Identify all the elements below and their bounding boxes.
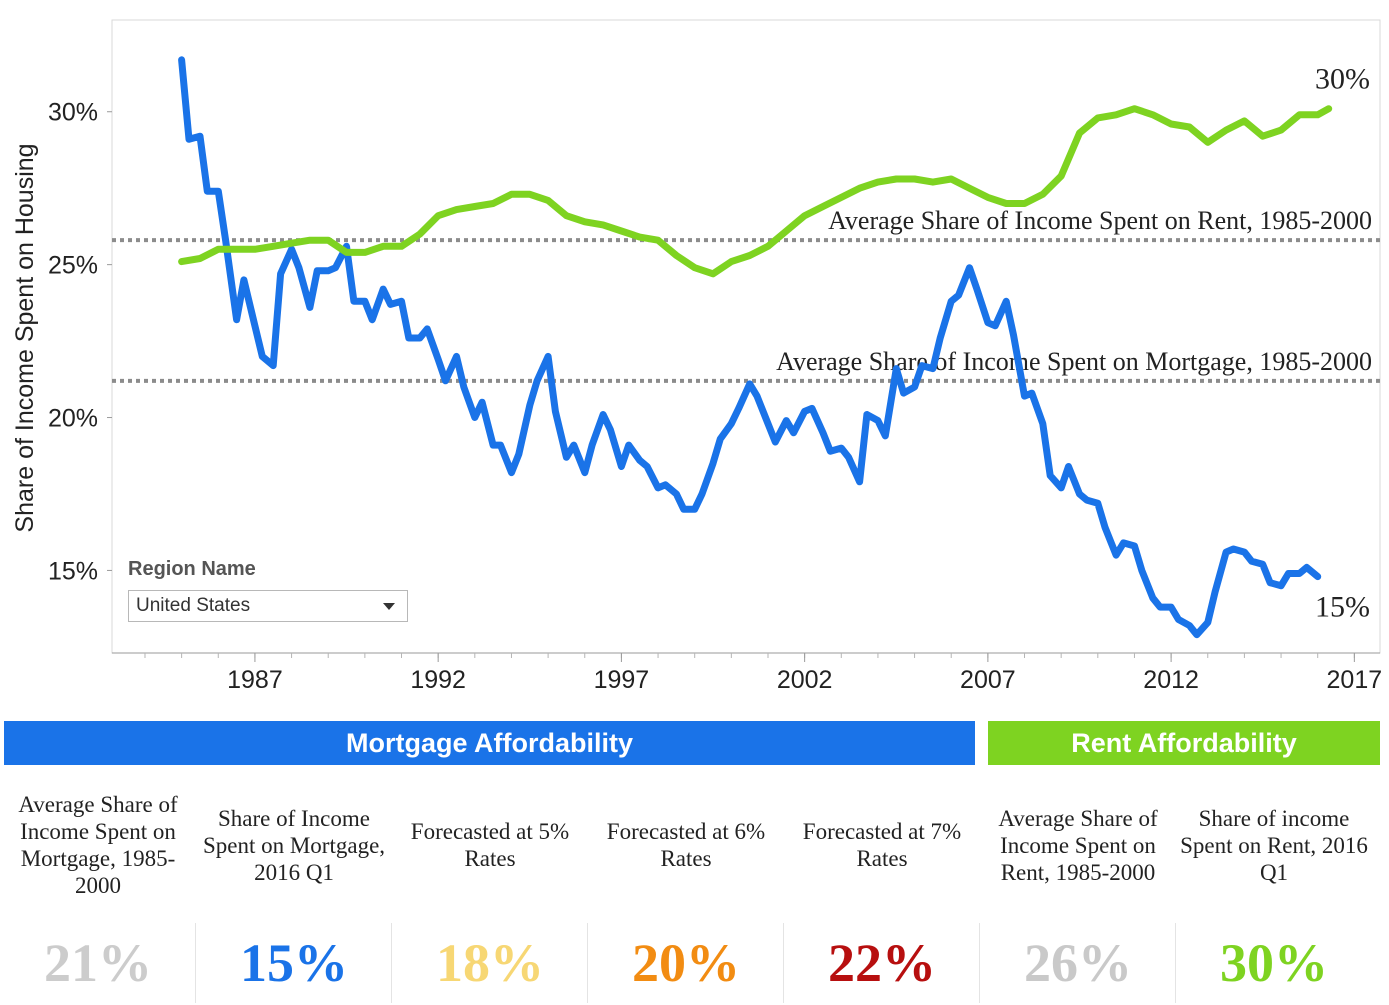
series-line-rent xyxy=(178,105,1333,278)
region-filter-title: Region Name xyxy=(128,558,256,580)
kpi-value: 18% xyxy=(436,933,544,993)
series-line-mortgage xyxy=(178,56,1322,639)
kpi-forecast-5: Forecasted at 5% Rates 18% xyxy=(392,780,588,1005)
kpi-divider xyxy=(587,923,588,1003)
kpi-avg-rent: Average Share of Income Spent on Rent, 1… xyxy=(980,780,1176,1005)
kpi-label: Average Share of Income Spent on Mortgag… xyxy=(18,792,178,898)
kpi-label: Share of Income Spent on Mortgage, 2016 … xyxy=(202,805,386,885)
x-tick-label: 2017 xyxy=(1327,666,1383,694)
kpi-rent-2016: Share of income Spent on Rent, 2016 Q1 3… xyxy=(1176,780,1372,1005)
x-tick-label: 1987 xyxy=(227,666,283,694)
region-filter: Region Name United States xyxy=(128,558,418,622)
kpi-value: 21% xyxy=(44,933,152,993)
x-tick-label: 1997 xyxy=(594,666,650,694)
x-tick-label: 2002 xyxy=(777,666,833,694)
y-axis-label: Share of Income Spent on Housing xyxy=(11,143,39,532)
kpi-label: Average Share of Income Spent on Rent, 1… xyxy=(998,805,1158,885)
end-label-rent: 30% xyxy=(1315,63,1370,96)
kpi-divider xyxy=(391,923,392,1003)
y-axis-ticks: 15% 20% 25% 30% xyxy=(48,99,112,585)
kpi-divider xyxy=(1175,923,1176,1003)
kpi-label: Forecasted at 5% Rates xyxy=(410,819,570,871)
kpi-value: 26% xyxy=(1024,933,1132,993)
kpi-value: 15% xyxy=(240,933,348,993)
kpi-divider xyxy=(979,923,980,1003)
y-tick-label: 25% xyxy=(48,252,98,280)
rent-affordability-banner: Rent Affordability xyxy=(988,721,1380,765)
x-minor-ticks xyxy=(144,653,1355,658)
kpi-label: Forecasted at 6% Rates xyxy=(606,819,766,871)
reference-line-label: Average Share of Income Spent on Rent, 1… xyxy=(828,206,1372,235)
y-tick-label: 30% xyxy=(48,99,98,127)
kpi-label: Share of income Spent on Rent, 2016 Q1 xyxy=(1180,805,1368,885)
kpi-value: 20% xyxy=(632,933,740,993)
kpi-mortgage-2016: Share of Income Spent on Mortgage, 2016 … xyxy=(196,780,392,1005)
region-dropdown-value: United States xyxy=(136,595,251,616)
kpi-divider xyxy=(783,923,784,1003)
housing-affordability-chart: 1987 1992 1997 2002 2007 2012 2017 15% 20% 25% 30… xyxy=(11,19,1382,694)
x-axis-ticks: 1987 1992 1997 2002 2007 2012 2017 xyxy=(227,653,1382,694)
kpi-divider xyxy=(195,923,196,1003)
y-tick-label: 15% xyxy=(48,557,98,585)
reference-line-label: Average Share of Income Spent on Mortgag… xyxy=(776,347,1372,376)
region-dropdown[interactable]: United States xyxy=(128,590,408,622)
y-tick-label: 20% xyxy=(48,405,98,433)
reference-lines: Average Share of Income Spent on Rent, 1… xyxy=(112,206,1380,383)
kpi-avg-mortgage: Average Share of Income Spent on Mortgag… xyxy=(0,780,196,1005)
x-tick-label: 1992 xyxy=(410,666,466,694)
end-label-mortgage: 15% xyxy=(1315,591,1370,624)
mortgage-affordability-banner: Mortgage Affordability xyxy=(4,721,975,765)
kpi-forecast-6: Forecasted at 6% Rates 20% xyxy=(588,780,784,1005)
kpi-forecast-7: Forecasted at 7% Rates 22% xyxy=(784,780,980,1005)
kpi-value: 22% xyxy=(828,933,936,993)
x-tick-label: 2012 xyxy=(1143,666,1199,694)
end-labels: 15% 30% xyxy=(1315,63,1370,624)
kpi-value: 30% xyxy=(1220,933,1328,993)
data-series xyxy=(178,56,1333,639)
x-tick-label: 2007 xyxy=(960,666,1016,694)
kpi-label: Forecasted at 7% Rates xyxy=(802,819,962,871)
chevron-down-icon xyxy=(383,603,395,610)
